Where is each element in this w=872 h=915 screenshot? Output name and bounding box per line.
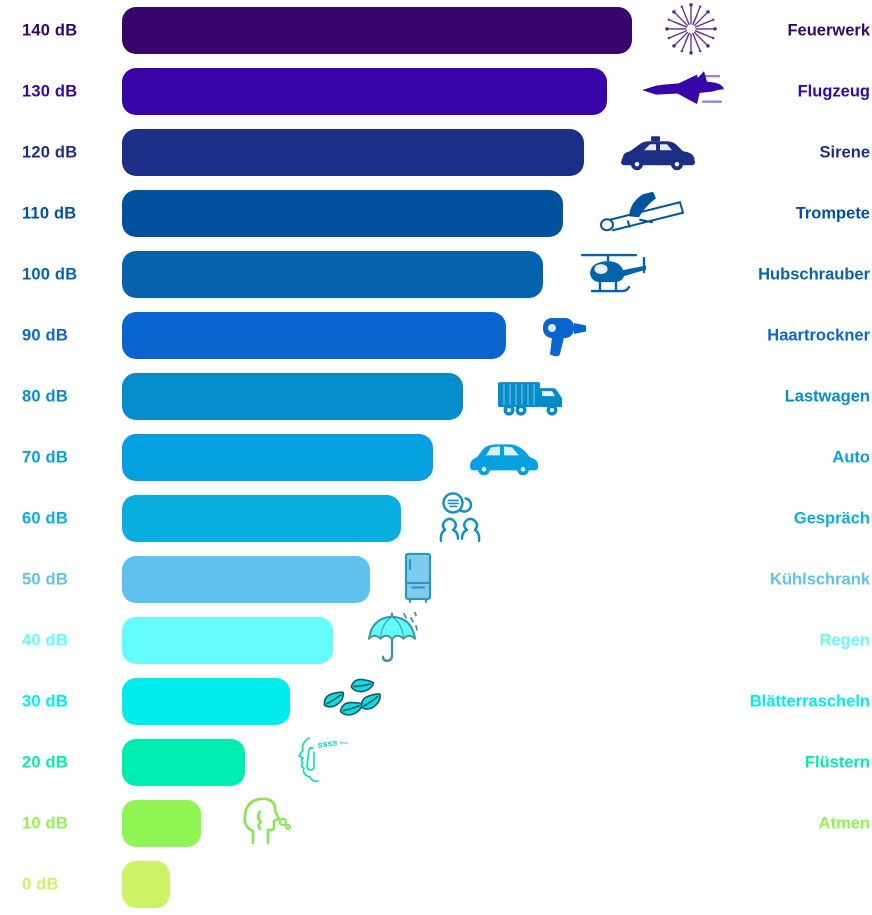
- db-axis-label: 60 dB: [22, 509, 68, 527]
- chart-row: 0 dB: [0, 854, 872, 915]
- chart-row: 110 dB Trompete: [0, 183, 872, 244]
- sound-source-label: Regen: [819, 631, 870, 649]
- loudness-bar: [122, 129, 584, 176]
- helicopter-icon: [576, 249, 652, 297]
- loudness-bar: [122, 190, 563, 237]
- sound-source-label: Lastwagen: [784, 387, 870, 405]
- chart-row: 120 dB Sirene: [0, 122, 872, 183]
- police-car-icon: [617, 129, 697, 173]
- loudness-bar: [122, 861, 170, 908]
- jet-icon: [640, 67, 724, 113]
- chart-row: 20 dB Flüstern: [0, 732, 872, 793]
- fridge-icon: [403, 551, 433, 603]
- db-axis-label: 120 dB: [22, 143, 78, 161]
- loudness-bar: [122, 68, 607, 115]
- db-axis-label: 30 dB: [22, 692, 68, 710]
- db-axis-label: 80 dB: [22, 387, 68, 405]
- loudness-bar: [122, 251, 543, 298]
- db-axis-label: 70 dB: [22, 448, 68, 466]
- sound-source-label: Atmen: [818, 814, 870, 832]
- fireworks-icon: [665, 2, 717, 54]
- sound-source-label: Auto: [832, 448, 870, 466]
- loudness-bar: [122, 617, 333, 664]
- umbrella-icon: [366, 610, 418, 666]
- loudness-bar: [122, 495, 401, 542]
- db-axis-label: 0 dB: [22, 875, 59, 893]
- whisper-icon: [278, 736, 350, 786]
- truck-icon: [496, 372, 572, 418]
- db-axis-label: 10 dB: [22, 814, 68, 832]
- chart-row: 50 dB Kühlschrank: [0, 549, 872, 610]
- sound-source-label: Kühlschrank: [770, 570, 870, 588]
- chart-row: 40 dB Regen: [0, 610, 872, 671]
- hair-dryer-icon: [539, 309, 589, 359]
- db-axis-label: 90 dB: [22, 326, 68, 344]
- loudness-bar: [122, 434, 433, 481]
- db-axis-label: 20 dB: [22, 753, 68, 771]
- chart-row: 70 dB Auto: [0, 427, 872, 488]
- chart-row: 80 dB Lastwagen: [0, 366, 872, 427]
- sound-source-label: Trompete: [795, 204, 870, 222]
- db-axis-label: 100 dB: [22, 265, 78, 283]
- sound-source-label: Hubschrauber: [758, 265, 870, 283]
- car-icon: [466, 435, 542, 477]
- db-axis-label: 110 dB: [22, 204, 77, 222]
- db-axis-label: 40 dB: [22, 631, 68, 649]
- loudness-bar: [122, 739, 245, 786]
- sound-source-label: Gespräch: [793, 509, 870, 527]
- leaves-icon: [323, 677, 383, 723]
- sound-source-label: Haartrockner: [767, 326, 870, 344]
- chart-row: 90 dB Haartrockner: [0, 305, 872, 366]
- loudness-bar: [122, 678, 290, 725]
- conversation-icon: [434, 490, 486, 542]
- sound-source-label: Flugzeug: [797, 82, 870, 100]
- sound-source-label: Flüstern: [804, 753, 870, 771]
- sound-source-label: Feuerwerk: [787, 21, 870, 39]
- chart-row: 10 dB Atmen: [0, 793, 872, 854]
- sound-source-label: Blätterrascheln: [749, 692, 870, 710]
- chart-row: 60 dB Gespräch: [0, 488, 872, 549]
- loudness-bar: [122, 556, 370, 603]
- loudness-bar: [122, 373, 463, 420]
- loudness-bar: [122, 7, 632, 54]
- loudness-bar: [122, 312, 506, 359]
- sound-source-label: Sirene: [819, 143, 870, 161]
- db-axis-label: 50 dB: [22, 570, 68, 588]
- chart-row: 140 dB Feuerwerk: [0, 0, 872, 61]
- loudness-bar: [122, 800, 201, 847]
- chart-row: 130 dB Flugzeug: [0, 61, 872, 122]
- db-axis-label: 140 dB: [22, 21, 78, 39]
- breathing-icon: [234, 795, 292, 847]
- chart-row: 100 dB Hubschrauber: [0, 244, 872, 305]
- chart-row: 30 dB Blätterrascheln: [0, 671, 872, 732]
- db-axis-label: 130 dB: [22, 82, 78, 100]
- trombone-icon: [596, 190, 688, 234]
